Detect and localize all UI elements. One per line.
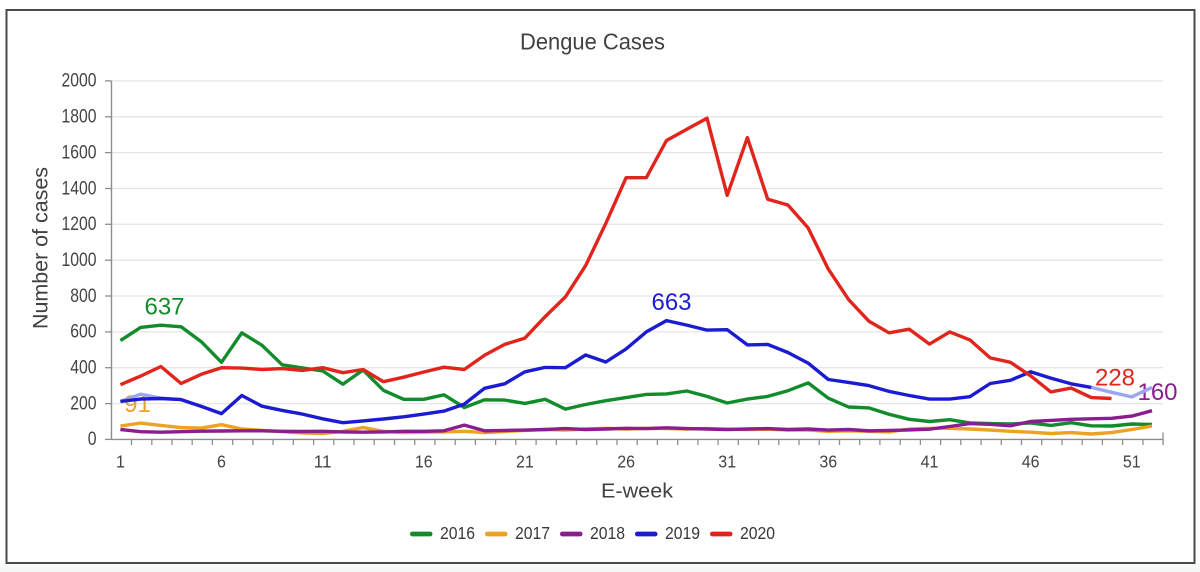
svg-text:1: 1	[116, 452, 125, 472]
svg-text:1800: 1800	[62, 106, 97, 128]
svg-text:11: 11	[314, 452, 332, 472]
svg-text:26: 26	[617, 452, 635, 472]
svg-text:46: 46	[1022, 452, 1040, 472]
svg-text:0: 0	[88, 428, 97, 450]
svg-text:Dengue Cases: Dengue Cases	[520, 29, 665, 55]
svg-text:6: 6	[217, 452, 226, 472]
svg-text:2020: 2020	[740, 523, 775, 543]
svg-text:663: 663	[651, 289, 691, 316]
svg-text:1400: 1400	[62, 177, 97, 199]
svg-text:2000: 2000	[62, 70, 97, 92]
svg-text:2017: 2017	[515, 523, 550, 543]
svg-text:Number of cases: Number of cases	[29, 167, 53, 329]
svg-text:2019: 2019	[665, 523, 700, 543]
svg-text:1200: 1200	[62, 213, 97, 235]
svg-text:E-week: E-week	[601, 480, 674, 503]
svg-text:400: 400	[70, 357, 96, 379]
svg-text:200: 200	[70, 392, 96, 414]
svg-text:600: 600	[70, 321, 96, 343]
svg-text:1000: 1000	[62, 249, 97, 271]
svg-text:51: 51	[1123, 452, 1141, 472]
svg-text:21: 21	[516, 452, 534, 472]
svg-text:228: 228	[1095, 365, 1135, 392]
svg-text:800: 800	[70, 285, 96, 307]
svg-text:1600: 1600	[62, 141, 97, 163]
svg-text:637: 637	[144, 294, 184, 321]
svg-text:31: 31	[718, 452, 736, 472]
svg-text:41: 41	[921, 452, 939, 472]
svg-text:16: 16	[415, 452, 433, 472]
svg-text:36: 36	[819, 452, 837, 472]
svg-text:2018: 2018	[590, 523, 625, 543]
svg-text:2016: 2016	[440, 523, 475, 543]
